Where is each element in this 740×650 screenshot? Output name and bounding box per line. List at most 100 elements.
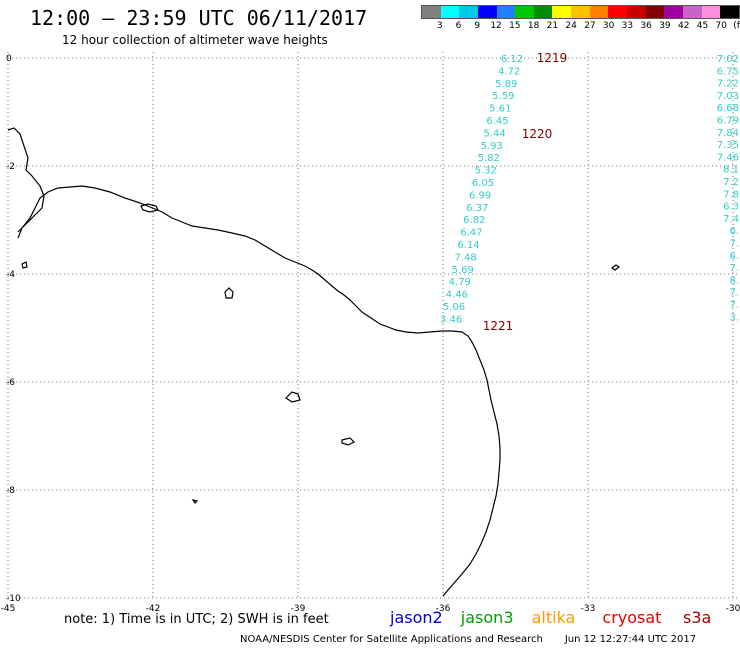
wave-height-label: 7.84 <box>717 128 739 139</box>
wave-height-label: 7.03 <box>717 91 739 102</box>
color-scale-label: 6 <box>455 21 462 31</box>
credit-text: NOAA/NESDIS Center for Satellite Applica… <box>240 634 543 645</box>
island-shape-5 <box>191 499 199 504</box>
wave-height-label: 7.8 <box>723 189 739 200</box>
color-swatch <box>571 6 590 18</box>
wave-height-label: 6.3 <box>723 202 739 213</box>
satellite-legend-item: jason2 <box>390 608 443 627</box>
wave-height-label: 8.1 <box>723 165 739 176</box>
color-swatch <box>533 6 553 18</box>
satellite-legend-item: jason3 <box>460 608 514 627</box>
wave-height-label: 6.99 <box>469 190 491 201</box>
mainland-coastline <box>17 185 501 597</box>
wave-height-label: 6.14 <box>457 240 479 251</box>
longitude-label: -45 <box>1 604 16 614</box>
wave-height-label: 5.32 <box>475 166 497 177</box>
satellite-legend-item: s3a <box>683 608 712 627</box>
longitude-label: -33 <box>581 604 596 614</box>
wave-height-label: 5.82 <box>478 153 500 164</box>
wave-height-label: 5.69 <box>452 265 474 276</box>
wave-height-label: 4.46 <box>446 290 468 301</box>
color-scale-label: 21 <box>546 21 559 31</box>
color-scale-label: 33 <box>621 21 634 31</box>
axis-labels: 0 -2 -4 -6 -8 -10-45 -42 -39 -36 -33 -30 <box>1 54 740 614</box>
latitude-label: -2 <box>6 162 15 172</box>
wave-height-label: 7. <box>729 300 739 311</box>
color-swatch <box>664 6 683 18</box>
longitude-label: -30 <box>726 604 740 614</box>
longitude-label: -36 <box>436 604 451 614</box>
satellite-legend-item: altika <box>531 608 576 627</box>
color-scale-label: 24 <box>565 21 577 31</box>
wave-height-label: 7. <box>729 239 739 250</box>
graticule-grid <box>7 52 740 600</box>
island-shape-3 <box>285 391 301 403</box>
color-swatch <box>645 6 665 18</box>
color-scale-label: 30 <box>602 21 615 31</box>
wave-height-label: 7. <box>729 288 739 299</box>
color-swatch <box>682 6 702 18</box>
wave-height-label: 7.35 <box>717 140 739 151</box>
wave-height-label: 6.12 <box>501 54 523 65</box>
color-swatch <box>515 6 534 18</box>
color-swatch <box>477 6 497 18</box>
latitude-label: 0 <box>6 54 12 64</box>
wave-height-label: 5.44 <box>483 128 505 139</box>
wave-height-label: 7.2 <box>723 177 739 188</box>
latitude-label: -8 <box>6 486 15 496</box>
wave-height-label: 6.37 <box>466 203 488 214</box>
wave-height-label: 6.79 <box>717 116 739 127</box>
color-scale-label: 36 <box>640 21 652 31</box>
wave-height-label: 6. <box>729 226 739 237</box>
wave-height-label: 7.4 <box>723 214 739 225</box>
wave-height-label: 7.48 <box>454 252 476 263</box>
color-swatch <box>552 6 572 18</box>
color-scale-label: 42 <box>677 21 690 31</box>
altimeter-tracks: 6.124.72 5.895.59 5.616.455.44 5.935.82 5.32… <box>440 51 739 333</box>
map-title: 12:00 – 23:59 UTC 06/11/2017 <box>30 6 368 30</box>
wave-height-label: 4.72 <box>498 66 520 77</box>
wave-height-label: 8. <box>729 275 739 286</box>
color-swatch <box>496 6 516 18</box>
wave-height-label: 4.79 <box>449 277 471 288</box>
wave-height-label: 7. <box>729 263 739 274</box>
map-subtitle: 12 hour collection of altimeter wave hei… <box>62 33 328 47</box>
color-scale-label: 9 <box>474 21 481 31</box>
color-swatch <box>701 6 721 18</box>
wave-height-label: 5.06 <box>443 302 465 313</box>
wave-height-label: 6.05 <box>472 178 494 189</box>
color-scale-label: 18 <box>527 21 540 31</box>
wave-height-label: 7.46 <box>717 152 739 163</box>
wave-height-label: 6. <box>729 251 739 262</box>
pass-time-label: 1219 <box>537 51 568 65</box>
credit-line: NOAA/NESDIS Center for Satellite Applica… <box>240 634 696 645</box>
color-swatch <box>440 6 460 18</box>
color-swatch <box>422 6 441 18</box>
color-scale-label: (ft) <box>733 21 740 31</box>
wave-height-label: 5.89 <box>495 79 517 90</box>
color-scale-label: 15 <box>509 21 521 31</box>
color-scale-label: 3 <box>436 21 443 31</box>
longitude-label: -39 <box>291 604 306 614</box>
color-scale-label: 12 <box>490 21 502 31</box>
color-scale-label: 45 <box>696 21 709 31</box>
color-scale-label: 27 <box>584 21 596 31</box>
island-shape-6 <box>610 264 621 271</box>
pass-time-label: 1221 <box>483 319 514 333</box>
latitude-label: -6 <box>6 378 15 388</box>
timestamp: Jun 12 12:27:44 UTC 2017 <box>564 634 697 645</box>
northwest-island-coast <box>7 127 45 233</box>
wave-height-label: 5.93 <box>481 141 503 152</box>
wave-height-label: 7.22 <box>717 79 739 90</box>
footer-note: note: 1) Time is in UTC; 2) SWH is in fe… <box>64 612 329 627</box>
island-shape-4 <box>341 437 356 446</box>
color-swatch <box>627 6 646 18</box>
island-shape-2 <box>224 287 234 299</box>
color-swatch <box>589 6 609 18</box>
color-swatch <box>720 6 739 18</box>
wave-height-label: 6.68 <box>717 103 739 114</box>
wave-height-label: 6.82 <box>463 215 485 226</box>
coastline <box>7 127 621 597</box>
